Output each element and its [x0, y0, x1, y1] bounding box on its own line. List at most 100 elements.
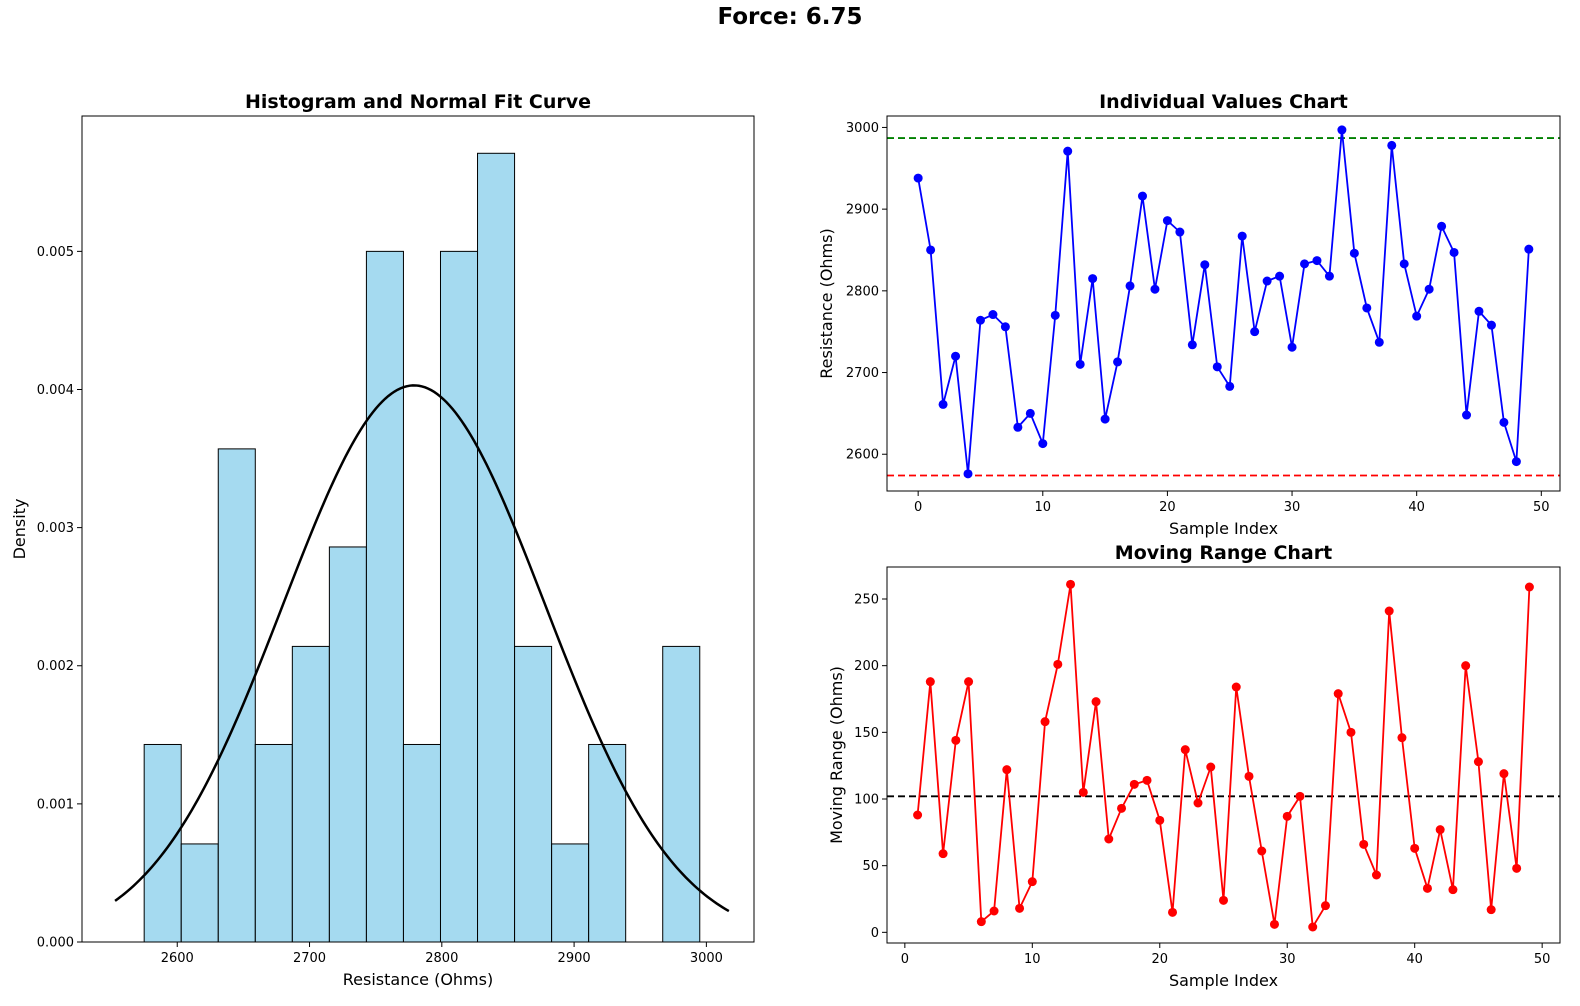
x-tick-label: 40 — [1406, 952, 1423, 967]
data-point — [976, 917, 986, 927]
data-point — [1250, 327, 1260, 337]
data-point — [1275, 271, 1285, 281]
histogram-bar — [477, 152, 516, 943]
data-point — [1371, 870, 1381, 880]
y-tick-label: 0.005 — [37, 245, 74, 260]
data-point — [1257, 846, 1267, 856]
x-tick-label: 30 — [1284, 500, 1301, 515]
y-tick-label: 0.004 — [37, 383, 74, 398]
x-tick-label: 0 — [901, 952, 909, 967]
data-point — [1025, 408, 1035, 418]
data-point — [1104, 834, 1114, 844]
data-point — [1100, 414, 1110, 424]
data-point — [1150, 284, 1160, 294]
histogram-bar — [514, 645, 553, 943]
data-point — [1499, 769, 1509, 779]
data-point — [1412, 311, 1422, 321]
data-point — [1524, 582, 1534, 592]
data-point — [1512, 863, 1522, 873]
data-point — [1462, 410, 1472, 420]
x-axis-label: Sample Index — [1169, 519, 1278, 538]
data-point — [913, 810, 923, 820]
y-tick-label: 200 — [854, 659, 879, 674]
data-point — [1137, 191, 1147, 201]
data-point — [1362, 303, 1372, 313]
data-point — [963, 469, 973, 479]
x-tick-label: 2700 — [293, 951, 326, 966]
data-point — [1295, 791, 1305, 801]
histogram-bar — [662, 645, 701, 943]
data-point — [1486, 320, 1496, 330]
data-point — [1397, 733, 1407, 743]
data-point — [975, 315, 985, 325]
data-point — [1175, 227, 1185, 237]
data-point — [1244, 771, 1254, 781]
individual-values-panel: 0 10 20 30 40 50 2600 2700 2800 2900 3000 Individua… — [817, 91, 1561, 538]
data-point — [1448, 885, 1458, 895]
data-point — [1461, 661, 1471, 671]
y-tick-label: 2600 — [846, 448, 879, 463]
data-point — [1359, 839, 1369, 849]
histogram-bar — [180, 843, 219, 943]
data-point — [938, 399, 948, 409]
data-point — [951, 735, 961, 745]
normal-fit-curve — [114, 384, 730, 913]
data-point — [1324, 271, 1334, 281]
y-tick-label: 2900 — [846, 203, 879, 218]
figure-title: Force: 6.75 — [717, 4, 863, 30]
data-point — [1287, 342, 1297, 352]
data-point — [1129, 779, 1139, 789]
data-point — [1066, 579, 1076, 589]
data-point — [1486, 905, 1496, 915]
data-point — [1337, 125, 1347, 135]
data-point — [1349, 248, 1359, 258]
data-point — [1206, 762, 1216, 772]
y-tick-label: 2700 — [846, 366, 879, 381]
data-point — [1002, 765, 1012, 775]
data-point — [1193, 798, 1203, 808]
plot-frame — [81, 115, 755, 943]
x-tick-label: 2800 — [425, 951, 458, 966]
data-point — [1155, 815, 1165, 825]
histogram-bar — [588, 743, 627, 943]
data-point — [964, 677, 974, 687]
data-point — [1410, 843, 1420, 853]
x-tick-label: 20 — [1159, 500, 1176, 515]
histogram-bar — [217, 448, 256, 943]
data-point — [951, 351, 961, 361]
data-point — [1474, 306, 1484, 316]
x-axis-label: Sample Index — [1169, 971, 1278, 990]
data-point — [926, 245, 936, 255]
x-tick-label: 30 — [1279, 952, 1296, 967]
x-tick-label: 50 — [1533, 500, 1550, 515]
series-line — [917, 129, 1530, 474]
data-point — [1384, 606, 1394, 616]
y-tick-label: 3000 — [846, 121, 879, 136]
data-point — [1399, 259, 1409, 269]
histogram-bar — [365, 250, 404, 943]
data-point — [1449, 247, 1459, 257]
data-point — [938, 849, 948, 859]
x-tick-label: 40 — [1408, 500, 1425, 515]
y-tick-label: 50 — [862, 859, 879, 874]
data-point — [1113, 357, 1123, 367]
x-tick-label: 0 — [914, 500, 922, 515]
data-point — [1320, 901, 1330, 911]
data-point — [988, 310, 998, 320]
y-axis-label: Resistance (Ohms) — [817, 228, 836, 378]
data-point — [1237, 231, 1247, 241]
data-point — [1117, 803, 1127, 813]
data-point — [1162, 216, 1172, 226]
histogram-bar — [254, 743, 293, 943]
data-point — [1435, 825, 1445, 835]
data-point — [1231, 682, 1241, 692]
plot-frame — [886, 566, 1561, 944]
data-point — [1473, 757, 1483, 767]
histogram-bar — [402, 743, 441, 943]
data-point — [1038, 439, 1048, 449]
data-point — [1142, 775, 1152, 785]
histogram-bar — [328, 546, 367, 943]
y-axis-label: Moving Range (Ohms) — [827, 666, 846, 844]
data-point — [1000, 322, 1010, 332]
histogram-bar — [143, 743, 182, 943]
